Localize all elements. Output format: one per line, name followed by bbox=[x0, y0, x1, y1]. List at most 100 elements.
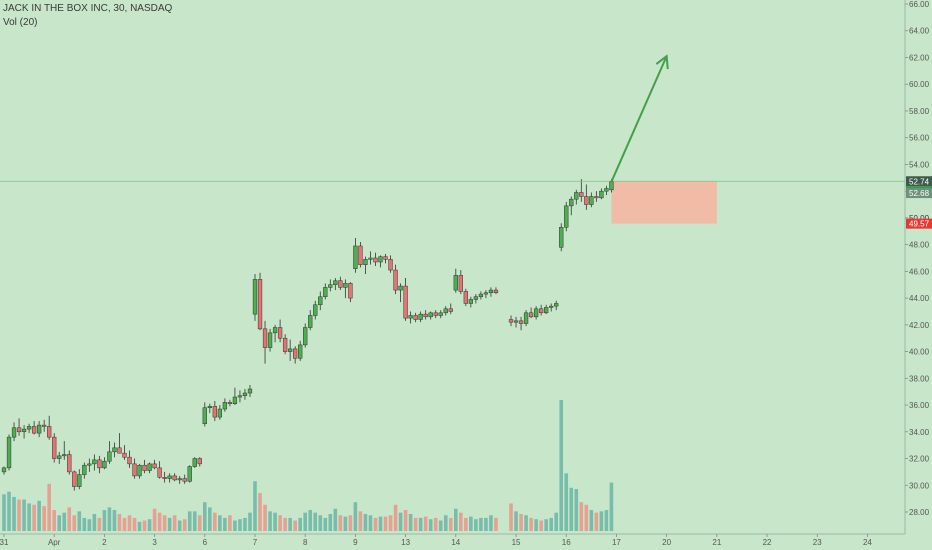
volume-bar bbox=[579, 502, 584, 531]
volume-bar bbox=[142, 520, 147, 531]
candle-body bbox=[152, 463, 157, 469]
candle-body bbox=[418, 313, 423, 320]
volume-bar bbox=[559, 400, 564, 531]
price-tag bbox=[906, 176, 932, 187]
volume-bar bbox=[258, 493, 262, 531]
candle-body bbox=[544, 307, 549, 314]
volume-bar bbox=[82, 517, 87, 531]
candle-body bbox=[122, 452, 127, 458]
volume-bar bbox=[398, 512, 403, 531]
volume-bar bbox=[177, 520, 182, 531]
x-tick-label: 23 bbox=[813, 538, 822, 547]
volume-bar bbox=[353, 502, 358, 531]
candle-body bbox=[252, 279, 258, 315]
candle-body bbox=[212, 406, 217, 418]
candle-body bbox=[47, 426, 52, 438]
volume-bar bbox=[127, 515, 132, 531]
candle-body bbox=[554, 303, 559, 307]
volume-bar bbox=[594, 512, 599, 531]
candle-body bbox=[77, 474, 82, 487]
volume-bar bbox=[589, 510, 594, 531]
candle-body bbox=[127, 456, 132, 465]
volume-bar bbox=[22, 499, 26, 531]
x-tick-label: 8 bbox=[303, 538, 308, 547]
x-tick-label: 2 bbox=[102, 538, 107, 547]
volume-bar bbox=[187, 511, 192, 531]
candle-body bbox=[363, 259, 368, 265]
candle-body bbox=[468, 299, 474, 304]
volume-bar bbox=[92, 513, 97, 531]
volume-bar bbox=[413, 517, 418, 531]
candle-body bbox=[1, 467, 7, 473]
candle-body bbox=[6, 436, 12, 469]
y-tick-label: 36.00 bbox=[909, 401, 930, 410]
candle-body bbox=[453, 275, 458, 291]
candle-body bbox=[428, 312, 433, 318]
volume-bar bbox=[358, 511, 363, 531]
volume-bar bbox=[137, 521, 142, 531]
candle-body bbox=[343, 283, 348, 288]
candle-body bbox=[579, 192, 584, 197]
volume-bar bbox=[107, 507, 112, 531]
candle-body bbox=[333, 280, 338, 285]
y-tick-label: 60.00 bbox=[909, 80, 930, 89]
candle-body bbox=[564, 205, 569, 228]
volume-bar bbox=[2, 494, 6, 531]
volume-bar bbox=[182, 519, 187, 531]
candle-body bbox=[82, 464, 87, 475]
y-tick-label: 62.00 bbox=[909, 53, 930, 62]
candle-body bbox=[518, 320, 524, 324]
volume-bar bbox=[459, 512, 463, 531]
volume-bar bbox=[248, 512, 252, 531]
candle-body bbox=[187, 466, 192, 482]
volume-bar bbox=[408, 513, 413, 531]
candle-body bbox=[112, 447, 117, 453]
projection-arrow-line bbox=[610, 55, 668, 183]
candle-body bbox=[433, 312, 438, 316]
candle-body bbox=[262, 328, 268, 348]
volume-bar bbox=[609, 482, 614, 531]
volume-bar bbox=[318, 515, 323, 531]
y-tick-label: 34.00 bbox=[909, 428, 930, 437]
volume-bar bbox=[283, 517, 287, 531]
volume-bar bbox=[32, 504, 36, 531]
volume-bar bbox=[112, 510, 117, 531]
volume-bar bbox=[298, 517, 302, 531]
candle-body bbox=[318, 296, 323, 306]
candle-body bbox=[523, 312, 529, 324]
volume-bar bbox=[223, 517, 227, 531]
volume-bar bbox=[333, 508, 338, 531]
volume-bar bbox=[162, 515, 167, 531]
candle-body bbox=[373, 257, 378, 263]
candle-body bbox=[31, 426, 37, 434]
volume-bar bbox=[549, 517, 553, 531]
volume-bar bbox=[238, 519, 242, 531]
candle-body bbox=[87, 463, 92, 466]
chart-title: JACK IN THE BOX INC, 30, NASDAQ bbox=[3, 3, 173, 14]
candle-body bbox=[413, 315, 418, 320]
candle-body bbox=[448, 308, 453, 312]
candle-body bbox=[313, 304, 318, 316]
candle-body bbox=[549, 305, 554, 308]
candle-body bbox=[57, 455, 62, 459]
volume-bar bbox=[57, 515, 62, 531]
candle-body bbox=[483, 292, 489, 295]
x-tick-label: 14 bbox=[451, 538, 460, 547]
volume-bar bbox=[263, 504, 267, 531]
candle-body bbox=[438, 312, 443, 316]
candle-body bbox=[117, 447, 122, 454]
volume-bar bbox=[197, 515, 202, 531]
candle-body bbox=[528, 312, 534, 318]
y-tick-label: 42.00 bbox=[909, 321, 930, 330]
volume-bar bbox=[428, 519, 433, 531]
candle-body bbox=[589, 196, 594, 205]
volume-bar bbox=[418, 517, 423, 531]
x-tick-label: 24 bbox=[863, 538, 872, 547]
volume-bar bbox=[218, 515, 222, 531]
candle-body bbox=[242, 392, 248, 396]
candle-body bbox=[36, 424, 42, 434]
volume-bar bbox=[584, 504, 589, 531]
candle-body bbox=[137, 464, 142, 477]
